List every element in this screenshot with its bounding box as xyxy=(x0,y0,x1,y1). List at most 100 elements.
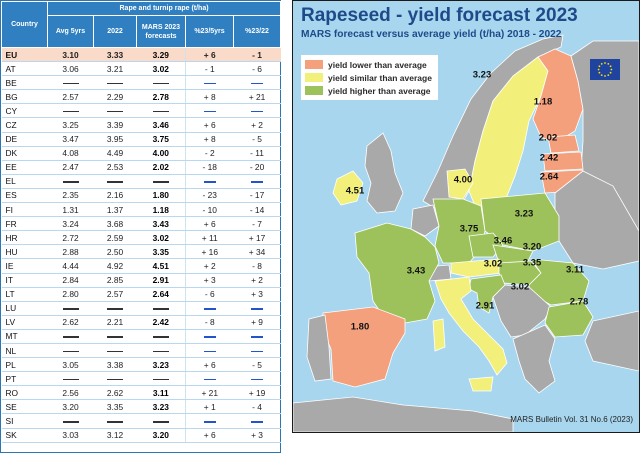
no-data-dash xyxy=(107,308,123,310)
header-avg: Avg 5yrs xyxy=(47,15,94,48)
cell-mars xyxy=(136,329,186,344)
cell-mars: 3.35 xyxy=(136,244,186,260)
cell-prev: 3.38 xyxy=(93,357,137,373)
map-value-ee: 2.02 xyxy=(538,132,558,144)
cell-country: IE xyxy=(1,258,48,274)
cell-mars xyxy=(136,413,186,429)
cell-mars xyxy=(136,75,186,91)
map-value-fr: 3.43 xyxy=(406,265,426,277)
cell-pct-avg: + 8 xyxy=(185,89,234,105)
no-data-dash xyxy=(62,110,79,113)
no-data-dash xyxy=(152,336,169,338)
table-row: SK 3.03 3.12 3.20 + 6 + 3 xyxy=(1,428,281,443)
cell-country: PL xyxy=(1,357,48,373)
cell-mars xyxy=(136,371,186,387)
cell-pct-avg: + 6 xyxy=(185,117,234,133)
cell-mars: 3.75 xyxy=(136,132,186,147)
cell-prev xyxy=(93,371,137,387)
no-data-dash xyxy=(62,308,79,310)
header-group: Rape and turnip rape (t/ha) xyxy=(46,1,282,16)
cell-country: MT xyxy=(1,329,48,344)
map-title: Rapeseed - yield forecast 2023 xyxy=(301,5,578,26)
legend-item-similar: yield similar than average xyxy=(305,71,432,84)
cell-pct-avg xyxy=(185,343,234,359)
cell-country: EE xyxy=(1,160,48,175)
table-body: EU 3.10 3.33 3.29 + 6- 1 AT 3.06 3.21 3.02- 1- 6… xyxy=(1,47,281,443)
cell-avg: 3.10 xyxy=(47,47,94,63)
yield-table-panel: Country Rape and turnip rape (t/ha) Avg … xyxy=(0,0,282,453)
country-fr xyxy=(354,222,440,324)
no-data-dash xyxy=(107,336,123,338)
country-bg xyxy=(544,300,594,338)
no-data-dash xyxy=(251,336,264,338)
cell-prev: 3.95 xyxy=(93,132,137,147)
table-row: LT 2.80 2.57 2.64- 6 + 3 xyxy=(1,287,281,302)
map-value-hr: 3.02 xyxy=(510,281,530,293)
cell-pct-prev xyxy=(233,103,281,119)
cell-avg: 2.84 xyxy=(47,273,94,288)
cell-avg: 2.88 xyxy=(47,244,94,260)
region-north-africa xyxy=(293,396,514,432)
cell-pct-avg xyxy=(185,301,234,316)
cell-pct-prev: - 20 xyxy=(233,160,281,175)
cell-mars xyxy=(136,103,186,119)
cell-mars: 2.42 xyxy=(136,315,186,330)
cell-country: CY xyxy=(1,103,48,119)
country-lv xyxy=(542,151,584,172)
cell-prev: 2.16 xyxy=(93,188,137,204)
cell-pct-prev: + 34 xyxy=(233,244,281,260)
cell-avg: 2.47 xyxy=(47,160,94,175)
table-row: NL xyxy=(1,343,281,359)
cell-mars: 3.11 xyxy=(136,385,186,401)
cell-pct-avg: + 3 xyxy=(185,273,234,288)
no-data-dash xyxy=(62,336,79,338)
cell-prev: 2.59 xyxy=(93,230,137,246)
cell-mars: 2.91 xyxy=(136,273,186,288)
cell-mars: 2.64 xyxy=(136,287,186,302)
cell-pct-prev: - 4 xyxy=(233,399,281,415)
cell-avg: 4.08 xyxy=(47,146,94,161)
cell-mars: 4.00 xyxy=(136,146,186,161)
table-row: AT 3.06 3.21 3.02- 1- 6 xyxy=(1,61,281,77)
cell-country: PT xyxy=(1,371,48,387)
no-data-dash xyxy=(107,421,123,423)
cell-pct-avg: + 21 xyxy=(185,385,234,401)
cell-avg: 2.62 xyxy=(47,315,94,330)
table-row: MT xyxy=(1,329,281,344)
cell-country: IT xyxy=(1,273,48,288)
country-balkans xyxy=(492,284,552,338)
no-data-dash xyxy=(203,82,216,85)
cell-pct-prev: - 17 xyxy=(233,188,281,204)
cell-prev: 2.85 xyxy=(93,273,137,288)
no-data-dash xyxy=(251,110,264,113)
cell-mars: 3.46 xyxy=(136,117,186,133)
cell-country: BG xyxy=(1,89,48,105)
cell-avg: 4.44 xyxy=(47,258,94,274)
no-data-dash xyxy=(62,378,79,381)
cell-pct-prev: + 2 xyxy=(233,117,281,133)
cell-prev: 3.33 xyxy=(93,47,137,63)
cell-pct-avg: + 2 xyxy=(185,258,234,274)
no-data-dash xyxy=(203,110,216,113)
table-row: PT xyxy=(1,371,281,387)
no-data-dash xyxy=(152,421,169,423)
legend-label-lower: yield lower than average xyxy=(328,59,427,70)
cell-country: FI xyxy=(1,202,48,218)
cell-avg xyxy=(47,301,94,316)
no-data-dash xyxy=(251,82,264,85)
cell-pct-prev: + 17 xyxy=(233,230,281,246)
map-value-ie: 4.51 xyxy=(345,185,365,197)
country-ie xyxy=(332,170,364,206)
cell-country: BE xyxy=(1,75,48,91)
cell-avg xyxy=(47,343,94,359)
cell-prev: 4.92 xyxy=(93,258,137,274)
cell-prev: 1.37 xyxy=(93,202,137,218)
map-value-lv: 2.42 xyxy=(539,152,559,164)
cell-mars: 3.23 xyxy=(136,399,186,415)
cell-avg: 2.72 xyxy=(47,230,94,246)
cell-avg xyxy=(47,329,94,344)
header-pct-prev: %23/22 xyxy=(232,15,282,48)
cell-prev xyxy=(93,413,137,429)
cell-mars: 1.18 xyxy=(136,202,186,218)
cell-country: FR xyxy=(1,216,48,232)
